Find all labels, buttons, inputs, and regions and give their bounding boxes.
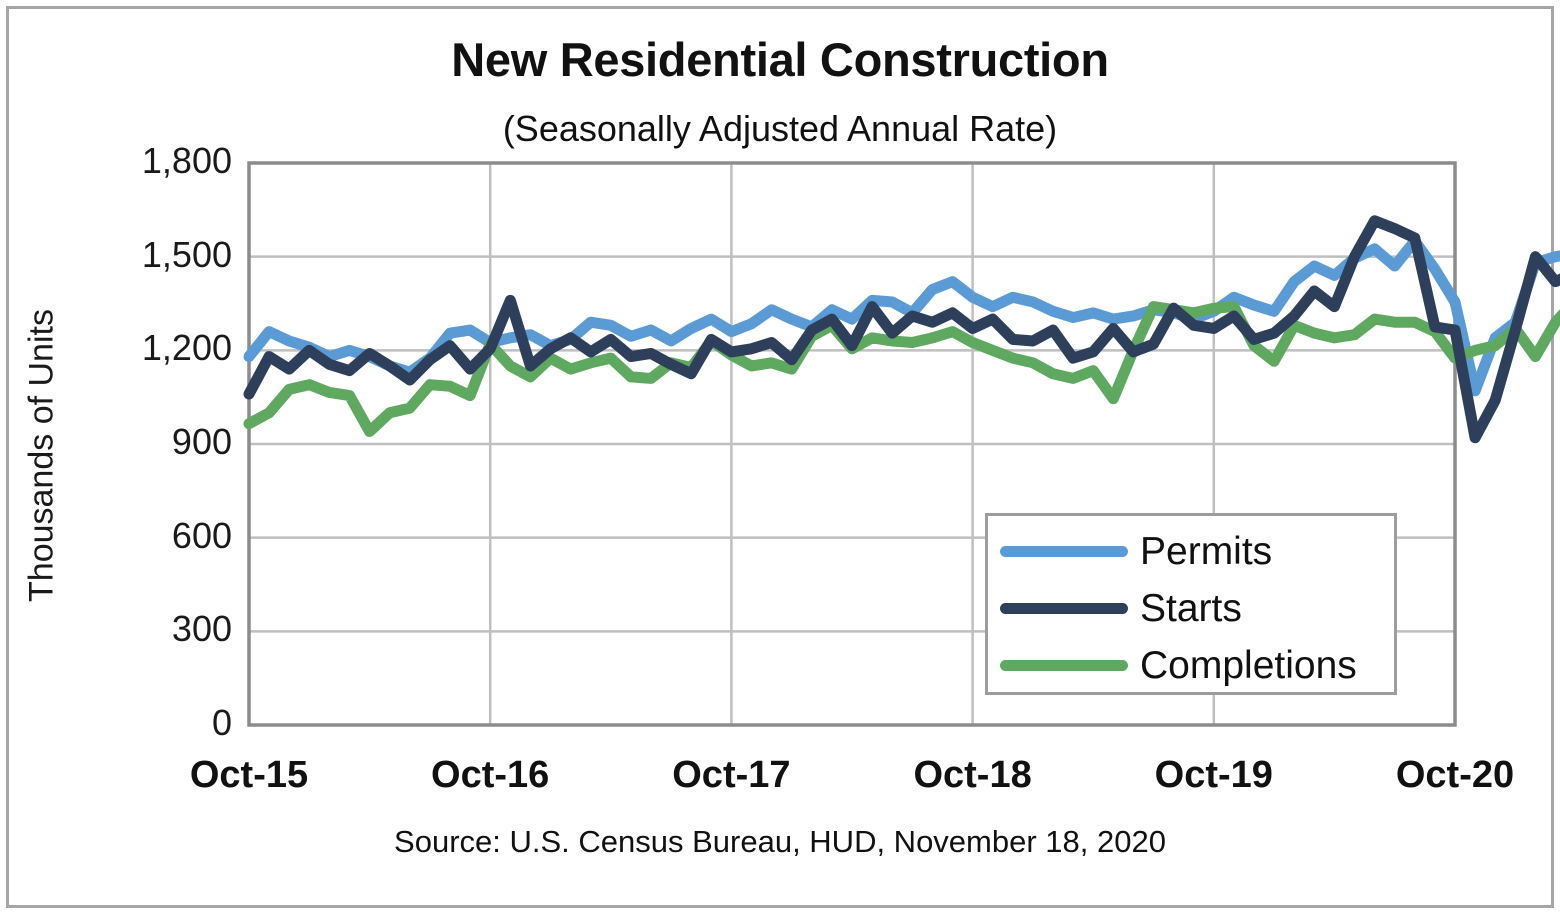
y-tick-label: 300: [171, 608, 232, 650]
x-tick-label: Oct-19: [1154, 754, 1273, 796]
x-tick-label: Oct-17: [672, 754, 791, 796]
legend-label-permits: Permits: [1140, 529, 1273, 573]
x-tick-label: Oct-15: [189, 754, 309, 796]
chart-subtitle: (Seasonally Adjusted Annual Rate): [502, 108, 1058, 149]
legend-swatch-completions: [1000, 659, 1128, 671]
y-tick-label: 1,200: [141, 327, 232, 369]
legend-swatch-permits: [1000, 545, 1128, 557]
chart-title: New Residential Construction: [451, 33, 1109, 86]
y-tick-label: 600: [171, 514, 232, 556]
chart-legend: Permits Starts Completions: [985, 513, 1397, 695]
y-tick-label: 1,800: [141, 140, 232, 181]
series-line-completions: [243, 301, 1560, 438]
x-tick-label: Oct-20: [1395, 754, 1515, 796]
series-line-permits: [243, 235, 1560, 397]
y-tick-label: 900: [171, 421, 232, 462]
plot-frame: [247, 161, 1457, 727]
legend-swatch-starts: [1000, 602, 1128, 614]
legend-label-starts: Starts: [1140, 586, 1242, 630]
x-tick-label: Oct-16: [431, 754, 550, 796]
y-axis-tick-labels: 0 300 600 900 1,200 1,500 1,800: [62, 0, 232, 914]
y-tick-label: 0: [211, 702, 232, 743]
series-line-starts: [243, 215, 1560, 444]
legend-item-starts[interactable]: Starts: [1000, 579, 1242, 637]
legend-item-permits[interactable]: Permits: [1000, 522, 1272, 580]
legend-item-completions[interactable]: Completions: [1000, 636, 1357, 694]
y-tick-label: 1,500: [141, 233, 232, 275]
x-tick-label: Oct-18: [913, 754, 1032, 796]
source-note: Source: U.S. Census Bureau, HUD, Novembe…: [394, 824, 1166, 859]
legend-label-completions: Completions: [1140, 643, 1357, 687]
